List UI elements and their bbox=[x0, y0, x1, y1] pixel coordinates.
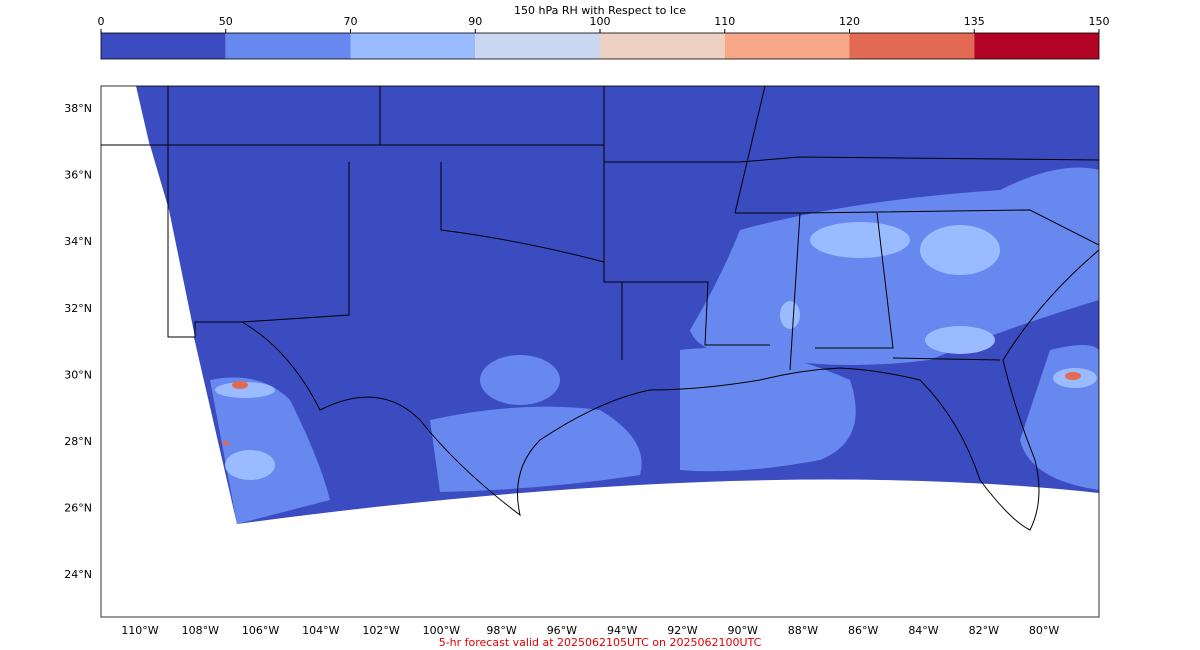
colorbar-tick-label: 100 bbox=[590, 15, 611, 28]
colorbar-segment bbox=[350, 33, 476, 59]
latitude-label: 24°N bbox=[64, 568, 92, 581]
colorbar-tick-label: 70 bbox=[344, 15, 358, 28]
latitude-label: 26°N bbox=[64, 502, 92, 515]
longitude-label: 90°W bbox=[728, 624, 758, 637]
coastline bbox=[241, 249, 1099, 531]
humidity-patches-high bbox=[222, 372, 1081, 445]
longitude-label: 80°W bbox=[1029, 624, 1059, 637]
latitude-labels: 38°N 36°N 34°N 32°N 30°N 28°N 26°N 24°N bbox=[64, 102, 92, 581]
forecast-domain bbox=[136, 86, 1099, 524]
longitude-label: 94°W bbox=[607, 624, 637, 637]
colorbar-tick-label: 50 bbox=[219, 15, 233, 28]
latitude-label: 34°N bbox=[64, 235, 92, 248]
latitude-label: 36°N bbox=[64, 169, 92, 182]
colorbar-tick-label: 120 bbox=[839, 15, 860, 28]
colorbar-tick-label: 150 bbox=[1089, 15, 1110, 28]
longitude-label: 96°W bbox=[547, 624, 577, 637]
map bbox=[100, 85, 1100, 618]
colorbar-tick-label: 135 bbox=[964, 15, 985, 28]
colorbar-tick-label: 110 bbox=[714, 15, 735, 28]
longitude-label: 88°W bbox=[788, 624, 818, 637]
colorbar-tick-label: 0 bbox=[98, 15, 105, 28]
colorbar-segment bbox=[225, 33, 351, 59]
humidity-patches-light bbox=[215, 222, 1097, 480]
colorbar-segment bbox=[101, 33, 226, 59]
map-frame bbox=[100, 85, 1100, 618]
longitude-label: 84°W bbox=[908, 624, 938, 637]
longitude-labels: 110°W 108°W 106°W 104°W 102°W 100°W 98°W 96°W 94… bbox=[121, 624, 1059, 637]
colorbar: 0 50 70 90 100 110 120 135 150 bbox=[98, 15, 1110, 60]
colorbar-title: 150 hPa RH with Respect to Ice bbox=[514, 4, 686, 17]
colorbar-segment bbox=[724, 33, 850, 59]
latitude-label: 32°N bbox=[64, 302, 92, 315]
colorbar-segment bbox=[600, 33, 725, 59]
longitude-label: 100°W bbox=[423, 624, 460, 637]
forecast-note: 5-hr forecast valid at 2025062105UTC on … bbox=[439, 636, 762, 649]
colorbar-segment bbox=[849, 33, 975, 59]
colorbar-segment bbox=[974, 33, 1099, 59]
latitude-label: 28°N bbox=[64, 435, 92, 448]
latitude-label: 30°N bbox=[64, 368, 92, 381]
state-borders bbox=[101, 86, 1099, 371]
outside-domain bbox=[101, 145, 195, 337]
longitude-label: 92°W bbox=[667, 624, 697, 637]
longitude-label: 82°W bbox=[969, 624, 999, 637]
colorbar-tick-label: 90 bbox=[468, 15, 482, 28]
longitude-label: 102°W bbox=[362, 624, 399, 637]
latitude-label: 38°N bbox=[64, 102, 92, 115]
longitude-label: 86°W bbox=[848, 624, 878, 637]
longitude-label: 108°W bbox=[182, 624, 219, 637]
longitude-label: 110°W bbox=[121, 624, 158, 637]
longitude-label: 106°W bbox=[242, 624, 279, 637]
colorbar-segment bbox=[475, 33, 600, 59]
longitude-label: 98°W bbox=[486, 624, 516, 637]
longitude-label: 104°W bbox=[302, 624, 339, 637]
